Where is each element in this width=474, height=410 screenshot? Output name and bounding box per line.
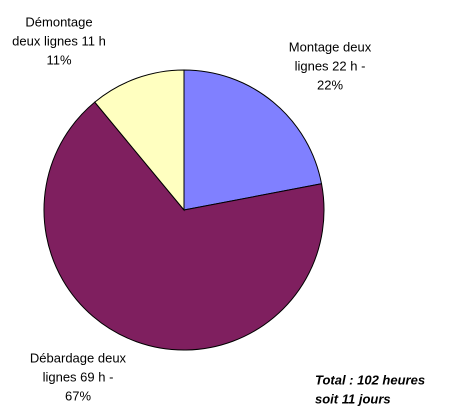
pie-slice bbox=[43, 101, 325, 351]
slice-label: Débardage deux bbox=[30, 350, 127, 365]
slice-label: 67% bbox=[65, 388, 91, 403]
slice-label: Montage deux bbox=[289, 39, 372, 54]
pie-slice bbox=[183, 69, 323, 211]
annotation: Total : 102 heures bbox=[315, 372, 425, 387]
slice-label: 22% bbox=[317, 77, 343, 92]
annotation: soit 11 jours bbox=[315, 391, 391, 406]
slice-label: deux lignes 11 h bbox=[12, 33, 106, 48]
slice-label: Démontage bbox=[25, 14, 92, 29]
slice-label: lignes 22 h - bbox=[295, 58, 366, 73]
pie-slice bbox=[94, 69, 185, 212]
slice-label: 11% bbox=[46, 52, 71, 67]
slice-label: lignes 69 h - bbox=[43, 369, 114, 384]
